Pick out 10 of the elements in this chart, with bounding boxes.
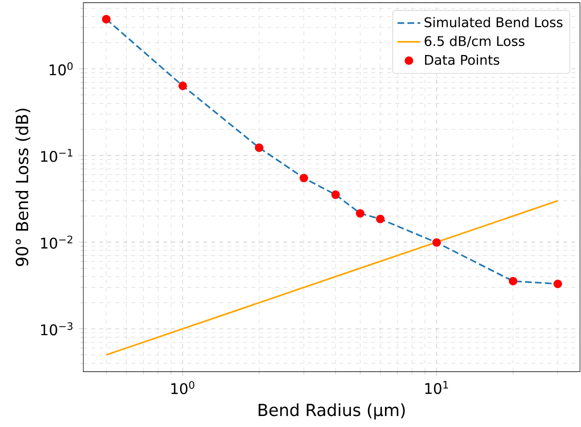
- y-tick-label: 10$^{−3}$: [41, 322, 72, 336]
- x-axis-title: Bend Radius (μm): [258, 403, 405, 420]
- legend-label: Data Points: [425, 54, 500, 65]
- y-tick-label: 10$^{0}$: [50, 62, 73, 76]
- y-tick-label: 10$^{−1}$: [41, 148, 72, 162]
- y-axis-title: 90° Bend Loss (dB): [15, 108, 30, 266]
- x-tick-label: 10$^{1}$: [425, 381, 448, 394]
- legend-label: Simulated Bend Loss: [424, 16, 562, 28]
- legend-label: 6.5 dB/cm Loss: [424, 36, 524, 48]
- y-tick-label: 10$^{−2}$: [41, 236, 72, 249]
